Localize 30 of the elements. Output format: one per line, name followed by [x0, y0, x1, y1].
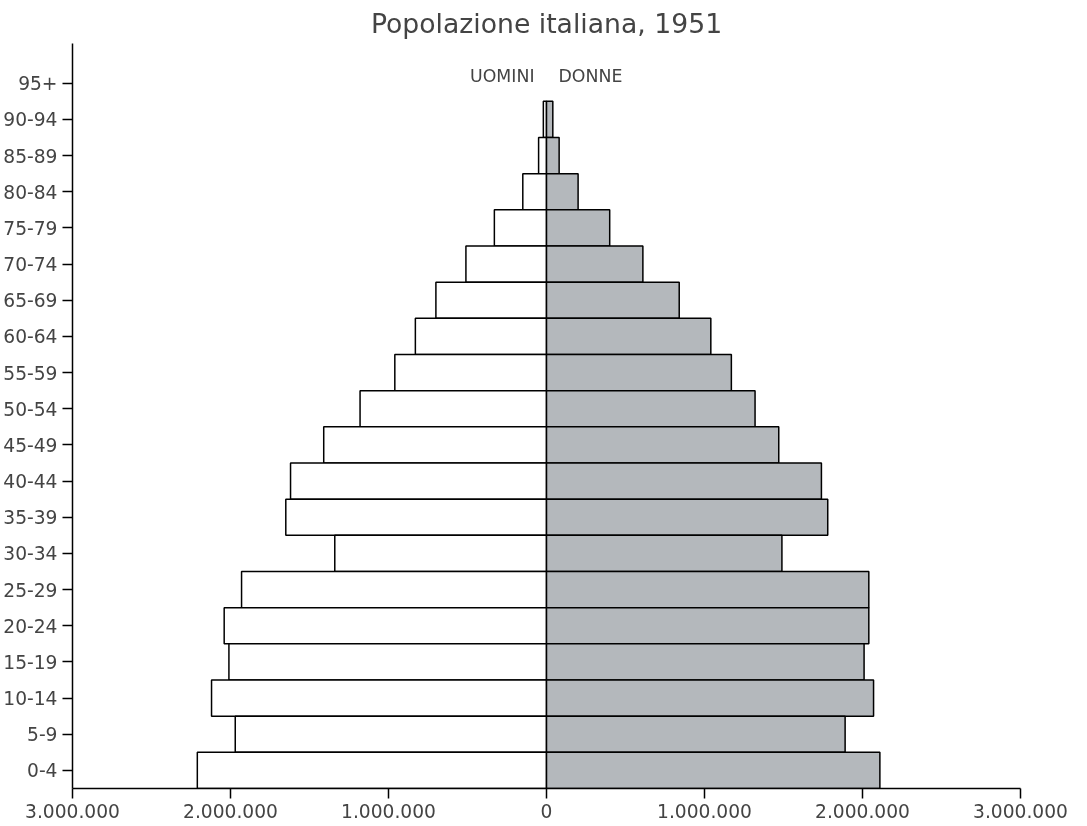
y-tick-label: 60-64	[3, 326, 58, 348]
y-tick-label: 15-19	[3, 651, 58, 673]
y-tick-label: 65-69	[3, 290, 58, 312]
x-tick-label: 1.000.000	[657, 800, 752, 822]
y-tick-label: 85-89	[3, 145, 58, 167]
y-tick-label: 20-24	[3, 615, 58, 637]
series-label: UOMINI	[470, 66, 535, 87]
x-tick-label: 1.000.000	[341, 800, 436, 822]
y-tick-label: 40-44	[3, 471, 58, 493]
chart-title: Popolazione italiana, 1951	[370, 7, 723, 39]
series-label: DONNE	[558, 66, 623, 87]
x-tick-label: 0	[540, 800, 553, 822]
x-tick-label: 3.000.000	[25, 800, 120, 822]
y-tick-label: 10-14	[3, 688, 58, 710]
y-tick-label: 80-84	[3, 181, 58, 203]
y-tick-label: 0-4	[27, 760, 58, 782]
y-tick-label: 70-74	[3, 254, 58, 276]
y-tick-label: 25-29	[3, 579, 58, 601]
x-tick-label: 3.000.000	[973, 800, 1068, 822]
y-tick-label: 90-94	[3, 109, 58, 131]
y-tick-label: 95+	[18, 73, 58, 95]
y-tick-label: 5-9	[27, 724, 58, 746]
y-tick-label: 35-39	[3, 507, 58, 529]
y-tick-label: 45-49	[3, 434, 58, 456]
x-tick-label: 2.000.000	[815, 800, 910, 822]
y-tick-label: 50-54	[3, 398, 58, 420]
x-tick-label: 2.000.000	[183, 800, 278, 822]
y-tick-label: 30-34	[3, 543, 58, 565]
y-tick-label: 75-79	[3, 217, 58, 239]
y-tick-label: 55-59	[3, 362, 58, 384]
